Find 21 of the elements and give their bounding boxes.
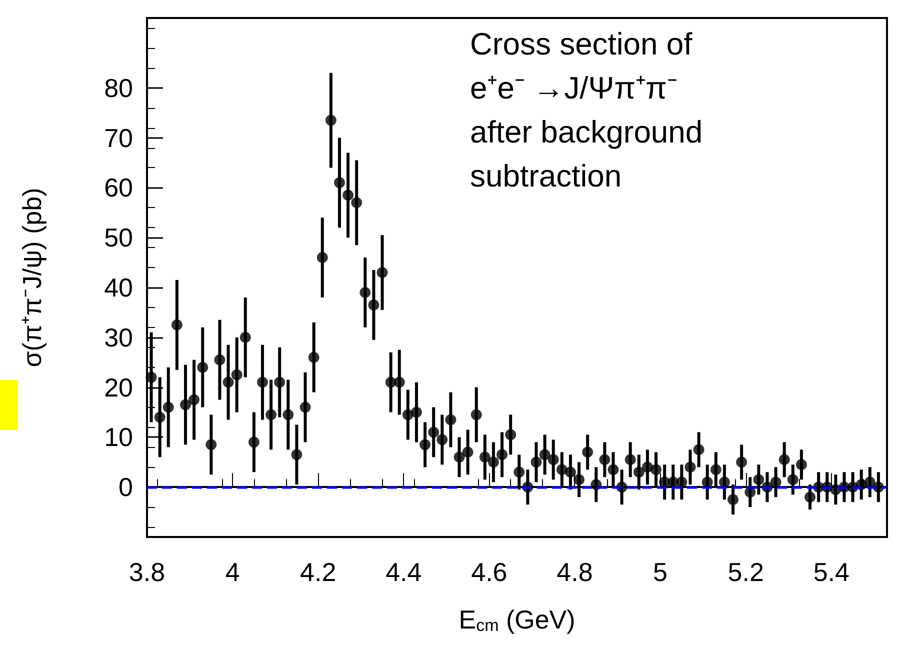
x-tick-label: 5.4 [813, 557, 850, 587]
x-tick-label: 4.8 [556, 557, 593, 587]
annotation: Cross section of e⁺e⁻ →J/Ψπ⁺π⁻ after background subtraction [470, 26, 703, 194]
x-tick-label: 4.4 [386, 557, 422, 587]
x-tick-label: 4.6 [471, 557, 508, 587]
x-tick-label: 5 [653, 557, 668, 587]
y-tick-label: 50 [104, 222, 133, 253]
x-tick-label: 4 [225, 557, 240, 587]
y-axis-title: σ(π⁺π⁻J/ψ) (pb) [17, 188, 47, 368]
y-tick-label: 80 [104, 72, 133, 103]
y-tick-label: 20 [104, 372, 133, 402]
y-tick-label: 10 [104, 422, 133, 452]
x-tick-label: 4.2 [300, 557, 336, 587]
x-axis-title: Ecm (GeV) [458, 604, 576, 635]
y-tick-label: 70 [104, 122, 133, 153]
y-tick-label: 40 [104, 272, 133, 302]
y-tick-label: 0 [118, 472, 133, 502]
x-tick-label: 3.8 [128, 557, 166, 587]
y-tick-label: 30 [104, 322, 133, 352]
y-tick-label: 60 [104, 172, 133, 203]
x-tick-label: 5.2 [728, 557, 764, 587]
